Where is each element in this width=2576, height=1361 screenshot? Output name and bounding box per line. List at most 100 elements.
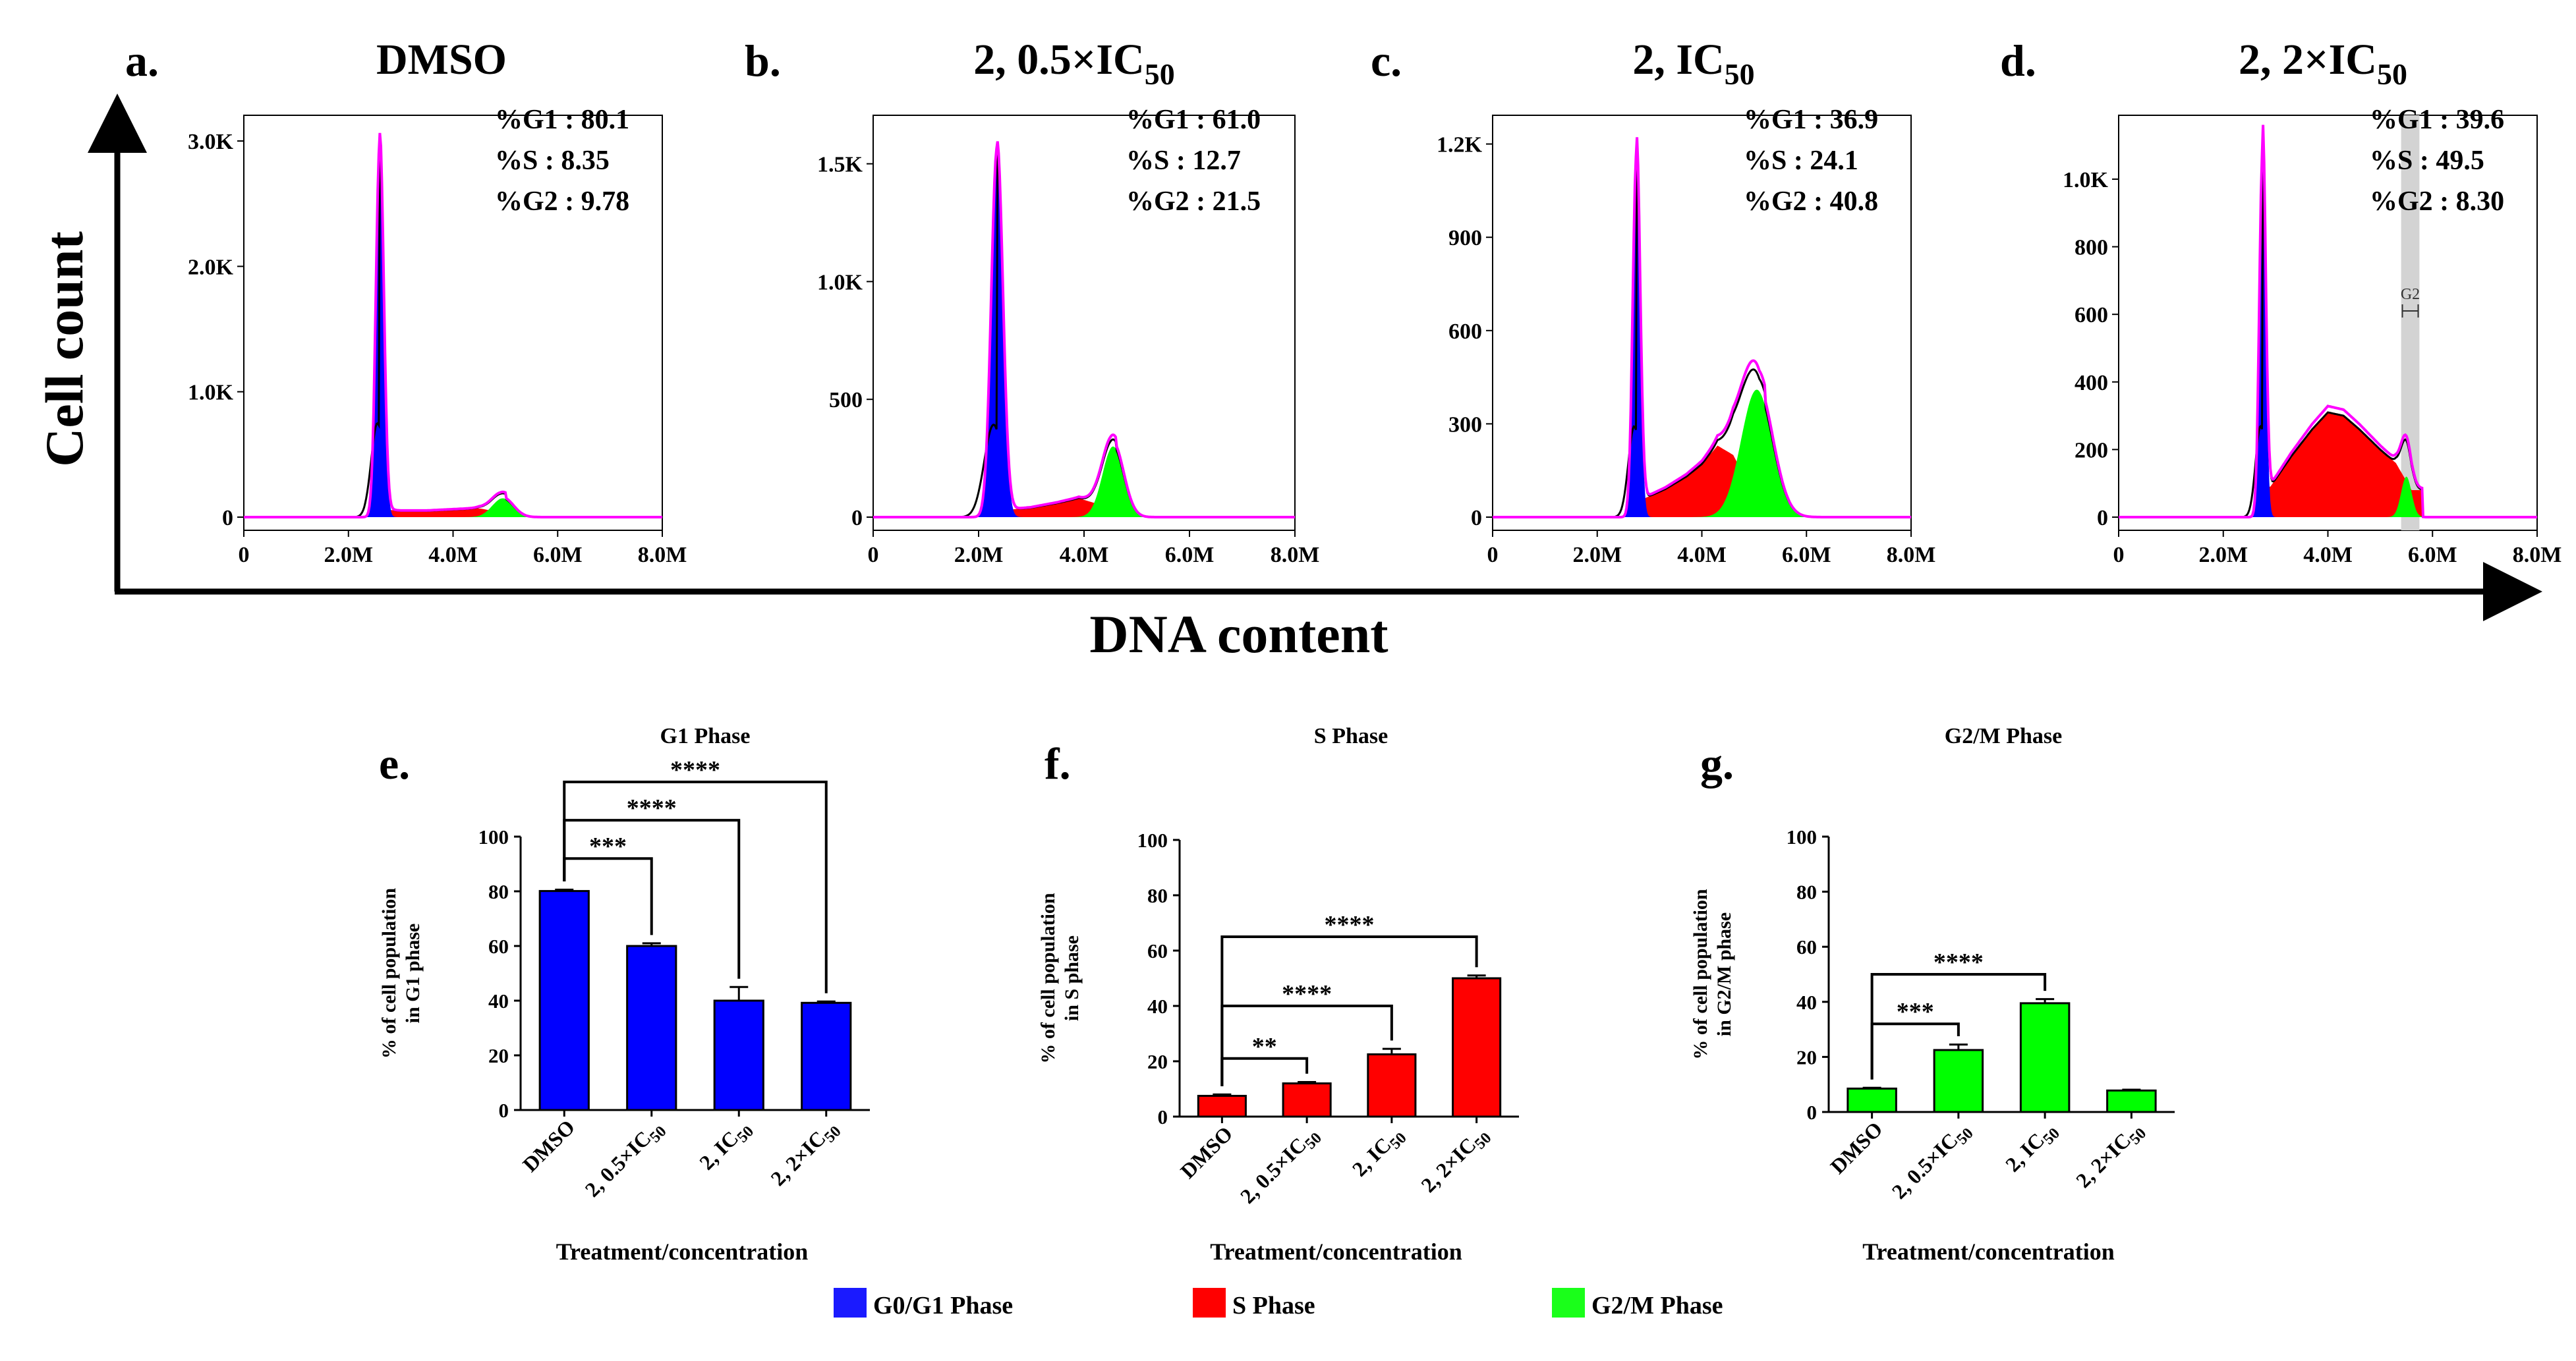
bar-chart-panel-1: f. S Phase 0 20 40 60 80 100 % of cell populatio… — [1037, 724, 1519, 1265]
x-tick-label: 8.0M — [1271, 543, 1320, 567]
y-tick-label: 40 — [1147, 995, 1168, 1018]
stat-label: %S : 49.5 — [2370, 146, 2484, 176]
g2-gate — [2401, 115, 2420, 530]
legend: G0/G1 Phase S Phase G2/M Phase — [834, 1288, 1723, 1319]
gate-marker — [2401, 304, 2419, 318]
x-tick-label: 6.0M — [533, 543, 583, 567]
legend-label-g1: G0/G1 Phase — [873, 1292, 1013, 1319]
y-tick-label: 60 — [1147, 939, 1168, 962]
sum-fit-line — [873, 141, 1295, 518]
y-tick-label: 1.0K — [817, 270, 863, 294]
bar — [538, 890, 590, 1111]
significance-bracket — [1220, 1057, 1309, 1086]
chart-title: S Phase — [1314, 724, 1388, 748]
y-tick-label: 2.0K — [188, 255, 234, 279]
y-tick-label: 800 — [2075, 236, 2108, 260]
y-tick-label: 80 — [1796, 881, 1817, 904]
y-tick-label: 60 — [1796, 935, 1817, 958]
category-label: 2, IC50 — [1348, 1121, 1410, 1184]
y-tick-label: 300 — [1448, 412, 1482, 437]
x-tick-label: 2.0M — [1572, 543, 1622, 567]
y-tick-label: 3.0K — [188, 130, 234, 154]
histogram-panel-2: c. 2, IC50 0 2.0M 4.0M 6.0M 8.0M 0 300 600 900 1.2K… — [1371, 36, 1935, 567]
y-tick-label: 1.0K — [2063, 168, 2109, 192]
significance-label: *** — [589, 833, 627, 860]
x-tick-label: 2.0M — [2198, 543, 2248, 567]
error-bar — [555, 889, 574, 891]
stat-label: %G2 : 9.78 — [495, 186, 629, 217]
significance-bracket — [563, 781, 828, 993]
dna-content-title: DNA content — [1089, 604, 1388, 664]
y-tick-label: 40 — [1796, 991, 1817, 1014]
error-bar — [1949, 1043, 1968, 1050]
error-bar — [1213, 1093, 1232, 1096]
category-label: 2, 2×IC50 — [1416, 1121, 1495, 1200]
legend-label-s: S Phase — [1232, 1292, 1315, 1319]
y-tick-label: 900 — [1448, 226, 1482, 250]
y-tick-label: 0 — [1471, 506, 1482, 530]
plot-frame — [873, 115, 1296, 531]
y-tick-label: 20 — [1796, 1045, 1817, 1069]
category-label: DMSO — [1176, 1121, 1237, 1182]
significance-label: **** — [1933, 949, 1984, 976]
stat-label: %G2 : 40.8 — [1744, 186, 1878, 217]
bar — [1282, 1082, 1332, 1118]
histogram-row: a. DMSO 0 2.0M 4.0M 6.0M 8.0M 0 1.0K 2.0K 3.0K %G1 … — [125, 36, 2562, 567]
panel-letter: a. — [125, 36, 159, 86]
panel-title: 2, IC50 — [1632, 36, 1754, 91]
bar-chart-panel-2: g. G2/M Phase 0 20 40 60 80 100 % of cell popula… — [1690, 724, 2175, 1265]
error-bar — [1382, 1047, 1401, 1055]
y-axis-label: % of cell population in G1 phase — [378, 888, 424, 1059]
histogram-panel-0: a. DMSO 0 2.0M 4.0M 6.0M 8.0M 0 1.0K 2.0K 3.0K %G1 … — [125, 36, 687, 567]
legend-label-g2m: G2/M Phase — [1591, 1292, 1723, 1319]
significance-label: **** — [1282, 980, 1332, 1008]
category-label: 2, 0.5×IC50 — [580, 1115, 670, 1204]
y-tick-label: 1.2K — [1437, 133, 1483, 157]
x-tick-label: 2.0M — [324, 543, 373, 567]
panel-letter: d. — [2000, 36, 2036, 86]
error-bar — [816, 1000, 836, 1003]
stat-label: %S : 12.7 — [1126, 146, 1241, 176]
significance-bracket — [1220, 935, 1478, 1086]
bar-chart-panel-0: e. G1 Phase 0 20 40 60 80 100 % of cell populati… — [378, 724, 870, 1265]
y-tick-label: 1.5K — [817, 153, 863, 177]
sum-fit-line — [244, 132, 662, 518]
significance-label: **** — [627, 794, 677, 822]
panel-title: 2, 0.5×IC50 — [973, 36, 1174, 91]
error-bar — [642, 942, 661, 946]
bar — [1197, 1095, 1247, 1118]
x-axis-label: Treatment/concentration — [1210, 1238, 1462, 1265]
panel-letter: f. — [1045, 738, 1071, 789]
significance-label: ** — [1252, 1033, 1277, 1061]
x-axis-label: Treatment/concentration — [556, 1238, 809, 1265]
gate-label: G2 — [2401, 286, 2420, 303]
bar — [1452, 977, 1502, 1118]
y-tick-label: 100 — [1137, 829, 1168, 852]
y-tick-label: 600 — [1448, 319, 1482, 344]
x-tick-label: 0 — [239, 543, 250, 567]
x-tick-label: 4.0M — [2303, 543, 2353, 567]
category-label: 2, 0.5×IC50 — [1236, 1121, 1325, 1211]
category-label: DMSO — [1825, 1117, 1887, 1178]
legend-swatch-g1 — [834, 1288, 867, 1318]
bar — [1846, 1087, 1897, 1113]
stat-label: %S : 24.1 — [1744, 146, 1858, 176]
chart-title: G1 Phase — [660, 724, 751, 748]
y-tick-label: 0 — [1807, 1101, 1818, 1124]
y-tick-label: 500 — [829, 388, 863, 412]
x-axis-label: Treatment/concentration — [1862, 1238, 2115, 1265]
bar — [801, 1001, 852, 1111]
y-tick-label: 0 — [499, 1099, 509, 1122]
sum-fit-line — [1493, 137, 1911, 518]
significance-label: *** — [1897, 998, 1934, 1026]
y-tick-label: 80 — [488, 880, 509, 903]
stat-label: %G1 : 80.1 — [495, 105, 629, 135]
sum-fit-line — [2119, 125, 2537, 518]
x-tick-label: 4.0M — [428, 543, 478, 567]
y-axis-label: % of cell population in G2/M phase — [1690, 889, 1735, 1060]
significance-bracket — [1870, 973, 2047, 1080]
y-tick-label: 0 — [2097, 506, 2108, 530]
error-bar — [1298, 1081, 1317, 1084]
category-label: 2, 2×IC50 — [2071, 1117, 2150, 1195]
panel-letter: e. — [379, 738, 410, 789]
